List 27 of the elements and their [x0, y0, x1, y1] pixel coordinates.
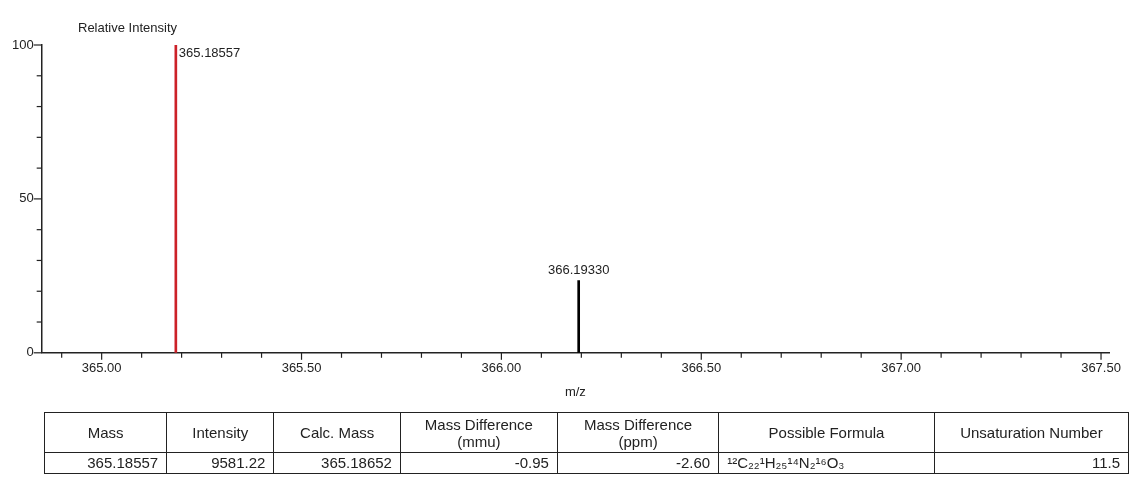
x-tick-label: 367.50 — [1081, 360, 1121, 376]
x-tick-label: 367.00 — [881, 360, 922, 376]
y-tick-label: 50 — [19, 190, 34, 206]
text: Mass — [44, 412, 167, 453]
annotation: 365.18557 — [178, 45, 241, 61]
x-axis-title: m/z — [564, 383, 586, 399]
text: Intensity — [166, 412, 274, 453]
text: Possible Formula — [718, 412, 935, 453]
text: 365.18652 — [273, 452, 401, 474]
text: -0.95 — [400, 452, 558, 474]
y-tick-label: 100 — [11, 36, 34, 52]
text: Unsaturation Number — [934, 412, 1129, 453]
text: Calc. Mass — [273, 412, 401, 453]
y-tick-label: 0 — [26, 344, 34, 360]
annotation: 366.19330 — [547, 261, 610, 277]
x-tick-label: 366.00 — [481, 360, 522, 376]
text: -2.60 — [557, 452, 719, 474]
text: 11.5 — [934, 452, 1129, 474]
text: 365.18557 — [44, 452, 167, 474]
text: Mass Difference (mmu) — [400, 412, 558, 453]
text: ¹²C₂₂¹H₂₅¹⁴N₂¹⁶O₃ — [718, 452, 935, 474]
x-tick-label: 365.00 — [81, 360, 122, 376]
x-tick-label: 366.50 — [681, 360, 722, 376]
text: 9581.22 — [166, 452, 274, 474]
text: Mass Difference (ppm) — [557, 412, 719, 453]
y-axis-title: Relative Intensity — [78, 20, 178, 36]
x-tick-label: 365.50 — [281, 360, 322, 376]
